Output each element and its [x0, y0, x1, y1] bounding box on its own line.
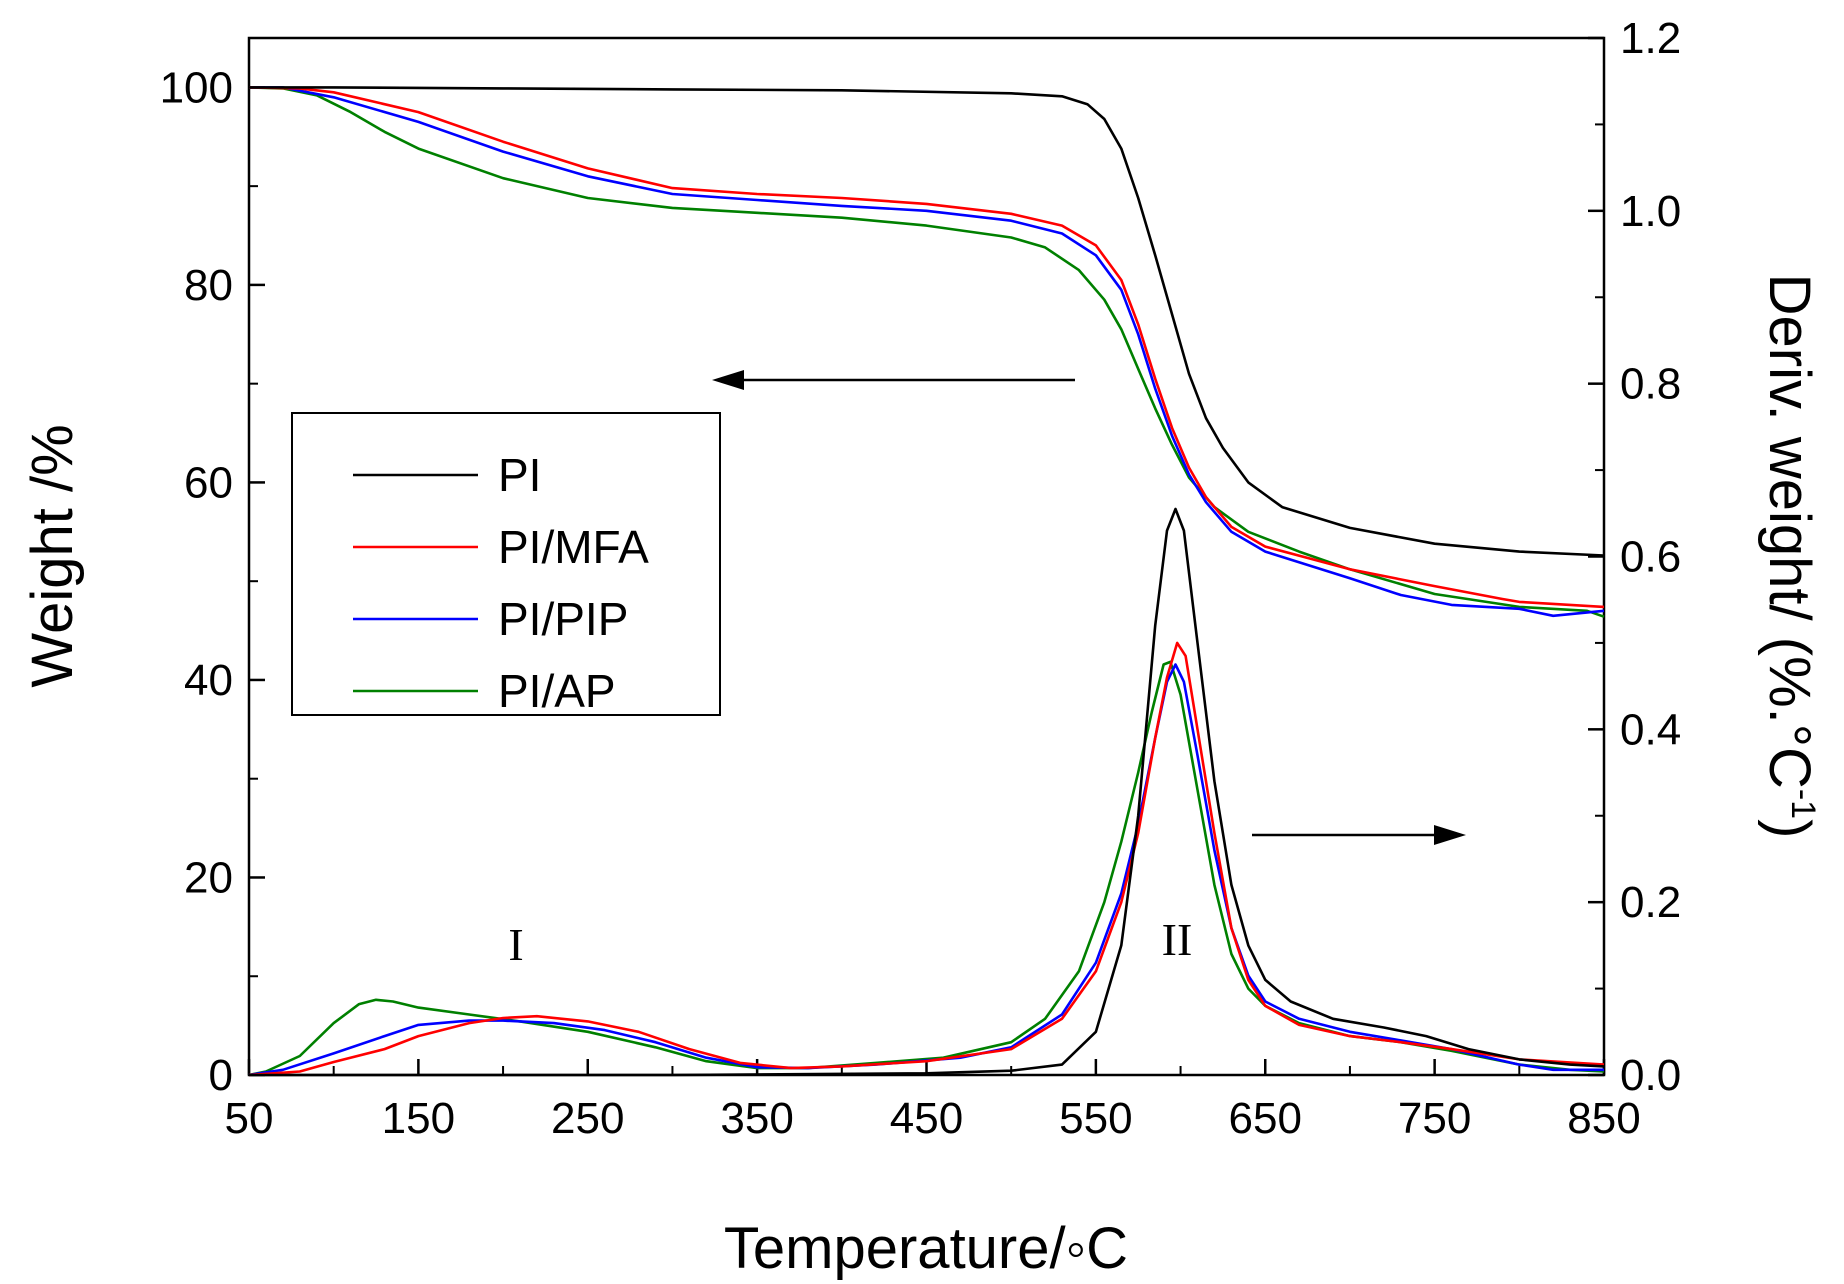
deriv-curve-pi-ap	[248, 660, 1605, 1077]
x-tick-label: 350	[720, 1094, 793, 1143]
y-left-tick-label: 0	[209, 1051, 233, 1100]
x-tick-label: 850	[1567, 1094, 1640, 1143]
weight-curve-pi-mfa	[248, 86, 1605, 609]
legend: PI PI/MFA PI/PIP PI/AP	[291, 412, 721, 717]
legend-label-pi-pip: PI/PIP	[498, 593, 628, 645]
weight-curve-pi-pip	[249, 86, 1605, 618]
y-right-tick-label: 0.2	[1620, 878, 1681, 927]
y-axis-title-right-sup: -1	[1784, 789, 1822, 819]
y-left-tick-label: 20	[184, 853, 233, 902]
y-left-tick-label: 40	[184, 656, 233, 705]
x-tick-label: 50	[225, 1094, 274, 1143]
curves	[248, 86, 1605, 1077]
weight-curve-pi	[249, 86, 1605, 557]
legend-label-pi-ap: PI/AP	[498, 665, 616, 717]
weight-curve-pi-ap	[248, 86, 1605, 618]
peak-label-ii: II	[1162, 914, 1193, 965]
x-tick-label: 450	[890, 1094, 963, 1143]
y-axis-title-left: Weight /%	[20, 424, 85, 687]
deriv-curve-pi	[249, 507, 1605, 1077]
left-arrow-icon	[712, 370, 1075, 390]
y-right-tick-label: 0.8	[1620, 360, 1681, 409]
y-right-tick-label: 1.2	[1620, 14, 1681, 63]
peak-label-i: I	[508, 919, 523, 970]
y-right-tick-label: 0.4	[1620, 705, 1681, 754]
y-axis-title-right-main: Deriv. weight/ (%.°C	[1757, 274, 1822, 789]
legend-box	[291, 412, 721, 716]
x-tick-label: 750	[1398, 1094, 1471, 1143]
x-tick-label: 550	[1059, 1094, 1132, 1143]
legend-label-pi-mfa: PI/MFA	[498, 521, 649, 573]
x-tick-label: 250	[551, 1094, 624, 1143]
deriv-curve-pi-mfa	[248, 641, 1605, 1077]
y-left-tick-label: 80	[184, 261, 233, 310]
axis-ticks	[247, 36, 1606, 1077]
y-axis-title-right-close: )	[1757, 819, 1822, 838]
y-axis-title-right: Deriv. weight/ (%.°C-1)	[1757, 274, 1822, 839]
right-arrow-icon	[1252, 825, 1466, 845]
x-tick-label: 150	[382, 1094, 455, 1143]
x-tick-label: 650	[1229, 1094, 1302, 1143]
y-right-tick-label: 1.0	[1620, 187, 1681, 236]
y-right-tick-label: 0.0	[1620, 1051, 1681, 1100]
tick-labels: 50 150 250 350 450 550 650 750 850 0 20 40 60 80 100 0.…	[160, 14, 1682, 1143]
y-left-tick-label: 60	[184, 458, 233, 507]
legend-label-pi: PI	[498, 449, 541, 501]
x-axis-title: Temperature/◦C	[724, 1216, 1128, 1281]
y-right-tick-label: 0.6	[1620, 533, 1681, 582]
deriv-curve-pi-pip	[248, 663, 1604, 1077]
y-left-tick-label: 100	[160, 63, 233, 112]
